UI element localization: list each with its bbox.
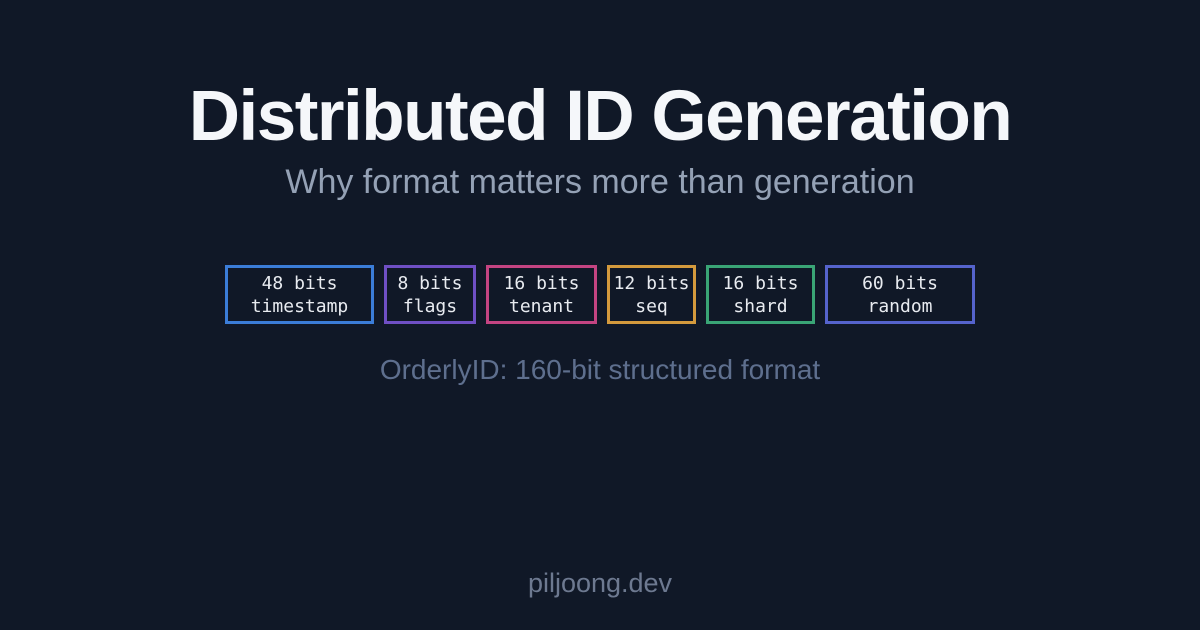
bit-field-flags: 8 bits flags — [384, 265, 476, 324]
page-title: Distributed ID Generation — [188, 77, 1013, 156]
bit-field-row: 48 bits timestamp 8 bits flags 16 bits t… — [0, 265, 1200, 324]
bit-field-label: seq — [635, 295, 668, 317]
bit-field-tenant: 16 bits tenant — [486, 265, 597, 324]
bit-field-bits: 60 bits — [862, 272, 938, 294]
bit-field-label: flags — [402, 295, 458, 317]
site-attribution: piljoong.dev — [527, 568, 673, 598]
format-caption: OrderlyID: 160-bit structured format — [379, 354, 821, 385]
bit-field-shard: 16 bits shard — [706, 265, 815, 324]
bit-field-seq: 12 bits seq — [607, 265, 696, 324]
bit-field-label: timestamp — [250, 295, 349, 317]
bit-field-bits: 16 bits — [722, 272, 799, 294]
bit-field-bits: 12 bits — [613, 272, 690, 294]
bit-field-timestamp: 48 bits timestamp — [225, 265, 374, 324]
bit-field-random: 60 bits random — [825, 265, 975, 324]
bit-field-bits: 16 bits — [503, 272, 580, 294]
page-subtitle: Why format matters more than generation — [285, 163, 915, 201]
bit-field-label: tenant — [508, 295, 575, 317]
bit-field-bits: 8 bits — [397, 272, 463, 294]
bit-field-label: shard — [733, 295, 788, 317]
bit-field-label: random — [867, 295, 933, 317]
bit-field-bits: 48 bits — [261, 272, 338, 294]
